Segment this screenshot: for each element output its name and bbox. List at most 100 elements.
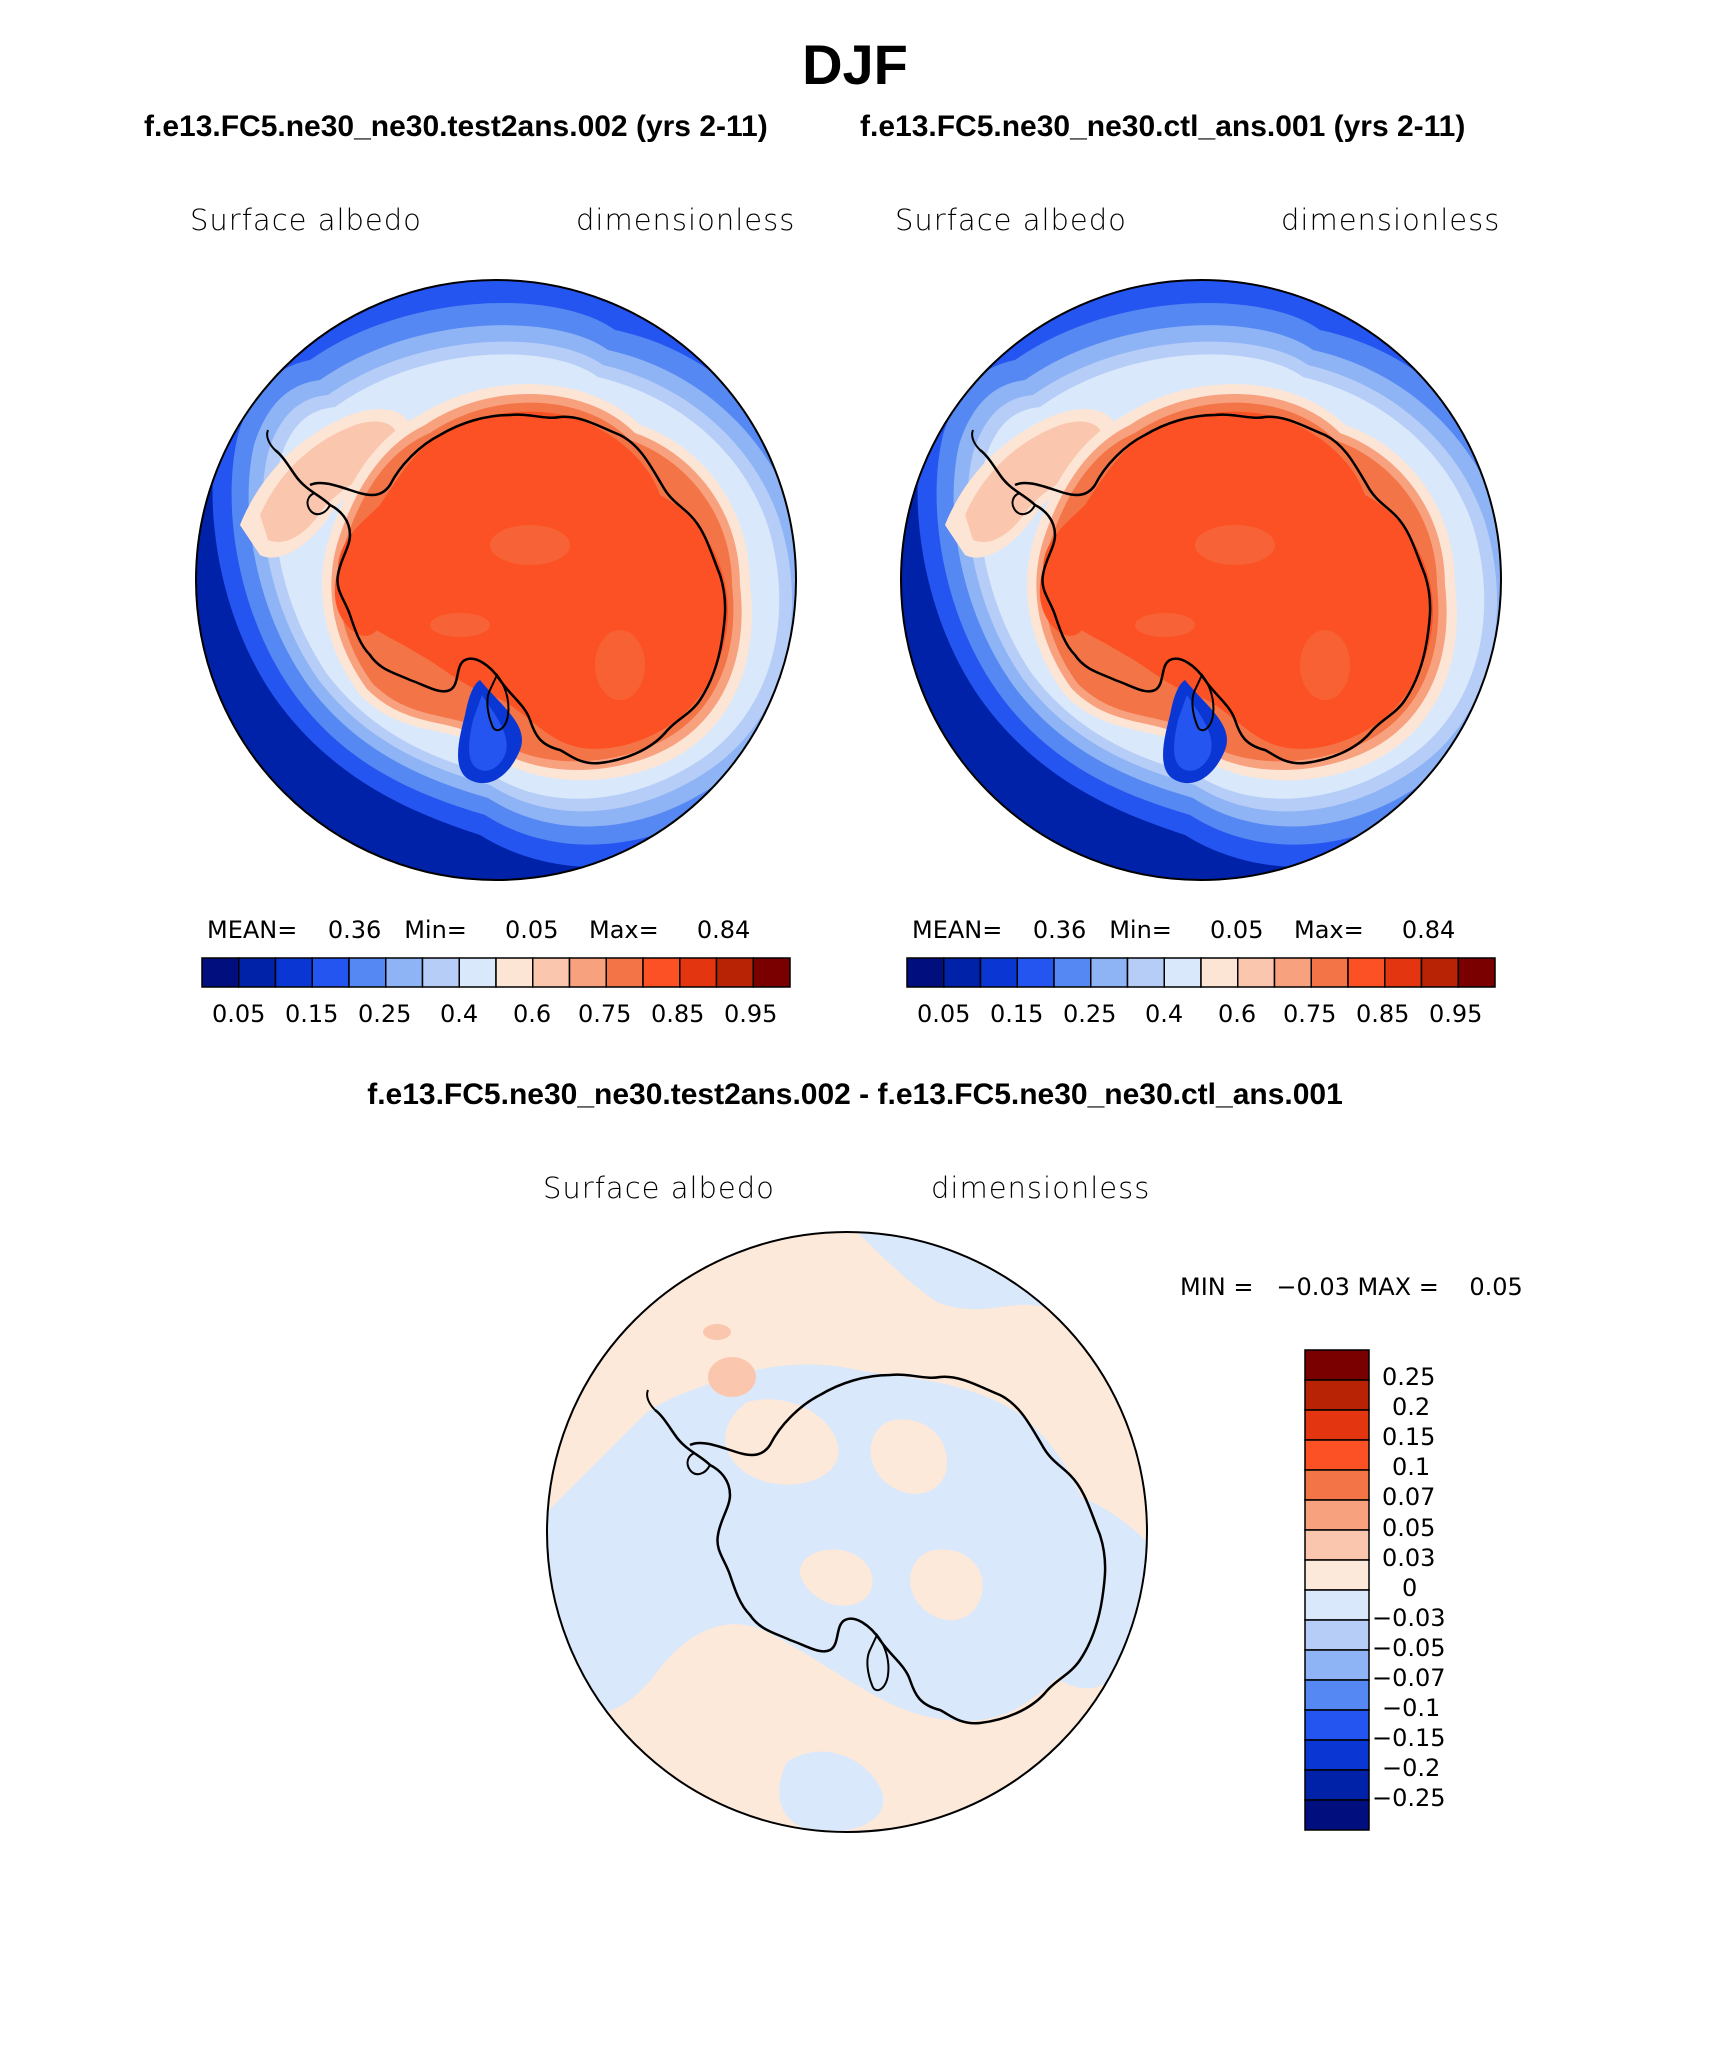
difference-colorbar-swatch (1304, 1739, 1370, 1771)
difference-title: f.e13.FC5.ne30_ne30.test2ans.002 - f.e13… (367, 1078, 1343, 1111)
panel1-colorbar-swatch (568, 957, 607, 988)
panel2-tick: 0.4 (1145, 1000, 1184, 1028)
difference-colorbar-swatch (1304, 1709, 1370, 1741)
panel2-map-border (900, 279, 1502, 881)
panel1-tick: 0.95 (724, 1000, 778, 1028)
panel2-colorbar-swatch (1053, 957, 1092, 988)
case-title-control: f.e13.FC5.ne30_ne30.ctl_ans.001 (yrs 2-1… (860, 110, 1466, 143)
panel1-stats: MEAN= 0.36 Min= 0.05 Max= 0.84 (207, 916, 751, 944)
difference-tick: −0.1 (1382, 1694, 1441, 1722)
difference-colorbar-swatch (1304, 1679, 1370, 1711)
panel1-tick: 0.15 (285, 1000, 339, 1028)
panel2-colorbar-swatch (943, 957, 982, 988)
difference-tick: −0.03 (1372, 1604, 1446, 1632)
difference-colorbar-swatch (1304, 1439, 1370, 1471)
panel2-colorbar-swatch (1347, 957, 1386, 988)
panel1-polar-map (196, 280, 796, 880)
difference-colorbar-swatch (1304, 1469, 1370, 1501)
panel1-tick: 0.05 (212, 1000, 266, 1028)
panel1-colorbar-swatch (348, 957, 387, 988)
panel2-tick: 0.85 (1356, 1000, 1410, 1028)
panel2-colorbar-swatch (1420, 957, 1459, 988)
difference-tick: −0.07 (1372, 1664, 1446, 1692)
difference-tick: −0.15 (1372, 1724, 1446, 1752)
figure-title: DJF (802, 33, 908, 96)
panel1-colorbar-swatch (642, 957, 681, 988)
difference-tick: 0.03 (1382, 1544, 1436, 1572)
panel2-tick: 0.15 (990, 1000, 1044, 1028)
panel1-colorbar-swatch (752, 957, 791, 988)
difference-tick: −0.25 (1372, 1784, 1446, 1812)
difference-tick: 0.15 (1382, 1423, 1436, 1451)
difference-stats: MIN = −0.03 MAX = 0.05 (1180, 1273, 1523, 1301)
difference-colorbar-swatch (1304, 1649, 1370, 1681)
panel1-map-border (195, 279, 797, 881)
panel2-colorbar-swatch (1126, 957, 1165, 988)
panel2-tick: 0.05 (917, 1000, 971, 1028)
difference-colorbar-swatch (1304, 1499, 1370, 1531)
panel2-colorbar-swatch (1163, 957, 1202, 988)
panel1-colorbar-swatch (458, 957, 497, 988)
difference-tick: −0.05 (1372, 1634, 1446, 1662)
panel1-colorbar-swatch (201, 957, 240, 988)
panel2-tick: 0.6 (1218, 1000, 1257, 1028)
panel1-colorbar (201, 957, 791, 988)
difference-colorbar-swatch (1304, 1349, 1370, 1381)
panel1-tick: 0.4 (440, 1000, 479, 1028)
case-title-test: f.e13.FC5.ne30_ne30.test2ans.002 (yrs 2-… (144, 110, 768, 143)
panel2-colorbar (906, 957, 1496, 988)
panel1-tick: 0.6 (513, 1000, 552, 1028)
difference-variable-label: Surface albedo (543, 1171, 775, 1205)
panel1-colorbar-swatch (311, 957, 350, 988)
panel1-colorbar-swatch (605, 957, 644, 988)
difference-colorbar-swatch (1304, 1769, 1370, 1801)
panel2-colorbar-swatch (1090, 957, 1129, 988)
panel2-colorbar-swatch (1016, 957, 1055, 988)
difference-colorbar-swatch (1304, 1589, 1370, 1621)
panel1-tick: 0.85 (651, 1000, 705, 1028)
difference-tick: −0.2 (1382, 1754, 1441, 1782)
difference-colorbar-swatch (1304, 1529, 1370, 1561)
difference-colorbar-swatch (1304, 1619, 1370, 1651)
panel1-colorbar-swatch (274, 957, 313, 988)
difference-tick: 0.2 (1392, 1393, 1431, 1421)
panel2-colorbar-swatch (1200, 957, 1239, 988)
panel1-variable-label: Surface albedo (190, 203, 422, 237)
panel1-colorbar-swatch (421, 957, 460, 988)
panel1-colorbar-swatch (679, 957, 718, 988)
panel2-tick: 0.75 (1283, 1000, 1337, 1028)
panel1-tick: 0.75 (578, 1000, 632, 1028)
panel1-colorbar-swatch (385, 957, 424, 988)
difference-colorbar (1304, 1349, 1370, 1831)
difference-map-border (546, 1231, 1148, 1833)
difference-tick: 0.07 (1382, 1483, 1436, 1511)
difference-units-label: dimensionless (931, 1171, 1151, 1205)
difference-tick: 0.1 (1392, 1453, 1431, 1481)
difference-tick: 0.05 (1382, 1514, 1436, 1542)
panel2-units-label: dimensionless (1281, 203, 1501, 237)
panel2-stats: MEAN= 0.36 Min= 0.05 Max= 0.84 (912, 916, 1456, 944)
difference-colorbar-swatch (1304, 1559, 1370, 1591)
panel2-colorbar-swatch (979, 957, 1018, 988)
panel2-colorbar-swatch (1273, 957, 1312, 988)
panel1-colorbar-swatch (532, 957, 571, 988)
panel2-colorbar-swatch (1457, 957, 1496, 988)
panel1-colorbar-swatch (715, 957, 754, 988)
difference-tick: 0.25 (1382, 1363, 1436, 1391)
difference-colorbar-swatch (1304, 1409, 1370, 1441)
panel2-tick: 0.25 (1063, 1000, 1117, 1028)
panel2-colorbar-swatch (906, 957, 945, 988)
panel1-colorbar-swatch (238, 957, 277, 988)
panel1-units-label: dimensionless (576, 203, 796, 237)
difference-tick: 0 (1402, 1574, 1418, 1602)
panel1-colorbar-swatch (495, 957, 534, 988)
difference-colorbar-swatch (1304, 1799, 1370, 1831)
panel2-colorbar-swatch (1384, 957, 1423, 988)
panel2-variable-label: Surface albedo (895, 203, 1127, 237)
panel1-tick: 0.25 (358, 1000, 412, 1028)
panel2-polar-map (901, 280, 1501, 880)
panel2-colorbar-swatch (1310, 957, 1349, 988)
difference-polar-map (547, 1232, 1147, 1832)
difference-colorbar-swatch (1304, 1379, 1370, 1411)
